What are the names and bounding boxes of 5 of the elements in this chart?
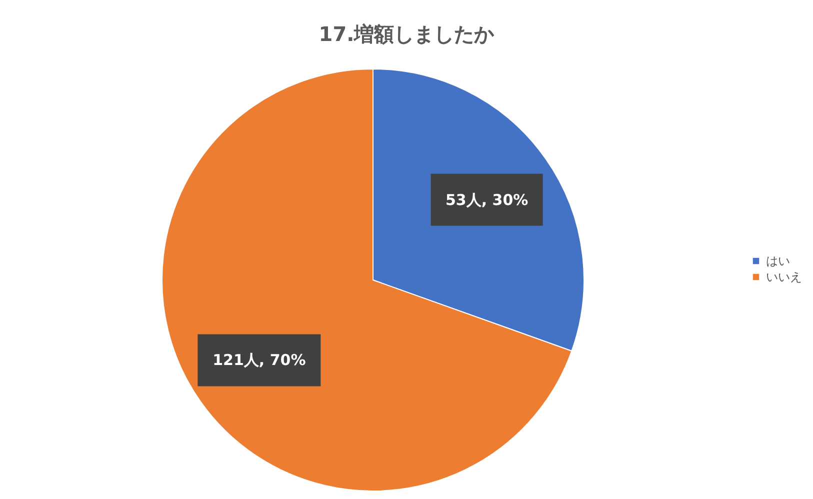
data-label: 121人, 70% — [212, 351, 306, 370]
legend-label: いいえ — [766, 270, 802, 284]
data-label: 53人, 30% — [445, 190, 528, 209]
chart-title: 17.増額しましたか — [318, 22, 496, 46]
legend-label: はい — [766, 254, 790, 268]
